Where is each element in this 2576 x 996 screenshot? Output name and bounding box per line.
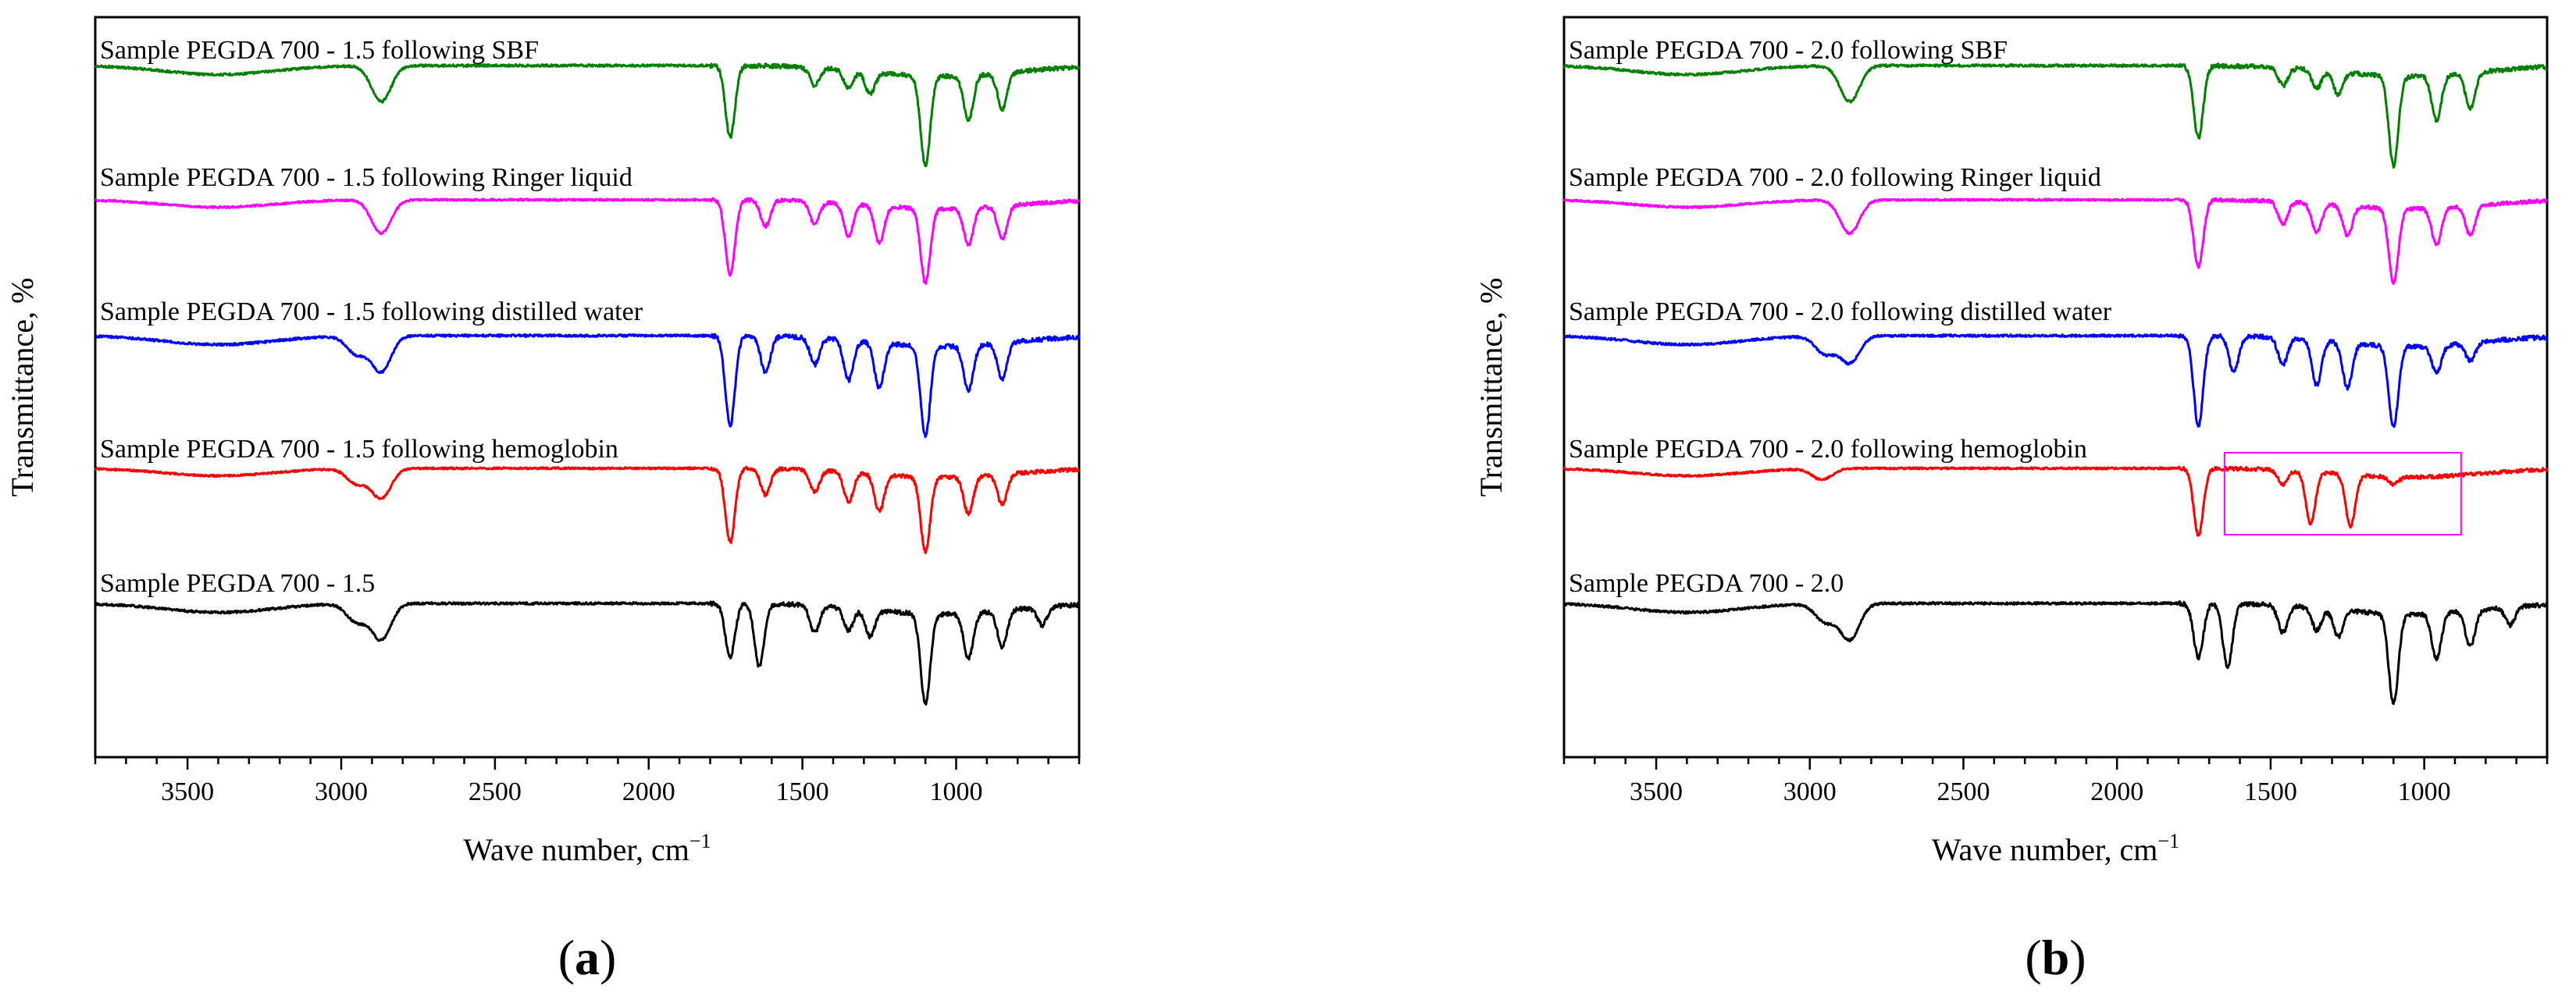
x-tick-label: 2500 — [1936, 777, 1990, 806]
series-line — [1563, 599, 2548, 706]
series-5: Sample PEGDA 700 - 1.5 — [94, 569, 1081, 706]
series-5: Sample PEGDA 700 - 2.0 — [1563, 569, 2548, 706]
series-1: Sample PEGDA 700 - 2.0 following SBF — [1562, 36, 2548, 169]
series-label: Sample PEGDA 700 - 1.5 following hemoglo… — [100, 435, 618, 464]
x-tick-label: 2000 — [622, 777, 675, 806]
panel-label: (b) — [2025, 930, 2086, 985]
x-tick-label: 1500 — [776, 777, 829, 806]
x-tick-label: 3500 — [1630, 777, 1683, 806]
series-line — [94, 333, 1081, 439]
series-line — [1562, 197, 2548, 285]
series-label: Sample PEGDA 700 - 2.0 following Ringer … — [1569, 163, 2101, 192]
panel-a: 3500 3000 2500 2000 1500 1000 Wave number, cm−… — [5, 16, 1081, 985]
y-axis-title: Transmittance, % — [5, 278, 40, 497]
series-label: Sample PEGDA 700 - 2.0 — [1569, 569, 1844, 598]
series-label: Sample PEGDA 700 - 1.5 following Ringer … — [100, 163, 632, 192]
x-axis-title: Wave number, cm−1 — [463, 830, 711, 867]
x-tick-label: 1000 — [2398, 777, 2451, 806]
series-4: Sample PEGDA 700 - 2.0 following hemoglo… — [1562, 435, 2549, 537]
series-2: Sample PEGDA 700 - 1.5 following Ringer … — [94, 163, 1081, 286]
series-3: Sample PEGDA 700 - 2.0 following distill… — [1563, 297, 2549, 429]
series-label: Sample PEGDA 700 - 1.5 — [100, 569, 375, 598]
series-line — [94, 62, 1081, 168]
x-tick-label: 3500 — [161, 777, 214, 806]
series-line — [1562, 465, 2549, 537]
x-tick-label: 1500 — [2244, 777, 2297, 806]
series-label: Sample PEGDA 700 - 1.5 following SBF — [100, 36, 539, 65]
panel-label: (a) — [558, 930, 617, 985]
panel-b: 3500 3000 2500 2000 1500 1000 Wave number, cm−… — [1473, 16, 2549, 985]
x-axis-title: Wave number, cm−1 — [1932, 830, 2179, 867]
x-tick-label: 2500 — [469, 777, 522, 806]
x-tick-label: 1000 — [930, 777, 983, 806]
series-1: Sample PEGDA 700 - 1.5 following SBF — [94, 36, 1081, 168]
series-line — [94, 465, 1081, 554]
series-line — [1562, 62, 2548, 169]
series-3: Sample PEGDA 700 - 1.5 following distill… — [94, 297, 1081, 439]
series-line — [94, 197, 1081, 286]
series-label: Sample PEGDA 700 - 1.5 following distill… — [100, 297, 643, 326]
y-axis-title: Transmittance, % — [1473, 278, 1509, 497]
x-tick-label: 3000 — [1783, 777, 1837, 806]
series-label: Sample PEGDA 700 - 2.0 following hemoglo… — [1569, 435, 2087, 464]
highlight-box — [2223, 452, 2462, 535]
x-tick-label: 2000 — [2090, 777, 2143, 806]
series-line — [1563, 333, 2549, 429]
series-label: Sample PEGDA 700 - 2.0 following distill… — [1569, 297, 2112, 326]
series-2: Sample PEGDA 700 - 2.0 following Ringer … — [1562, 163, 2548, 285]
series-label: Sample PEGDA 700 - 2.0 following SBF — [1569, 36, 2008, 65]
x-tick-label: 3000 — [315, 777, 368, 806]
series-line — [94, 600, 1081, 706]
series-4: Sample PEGDA 700 - 1.5 following hemoglo… — [94, 435, 1081, 554]
